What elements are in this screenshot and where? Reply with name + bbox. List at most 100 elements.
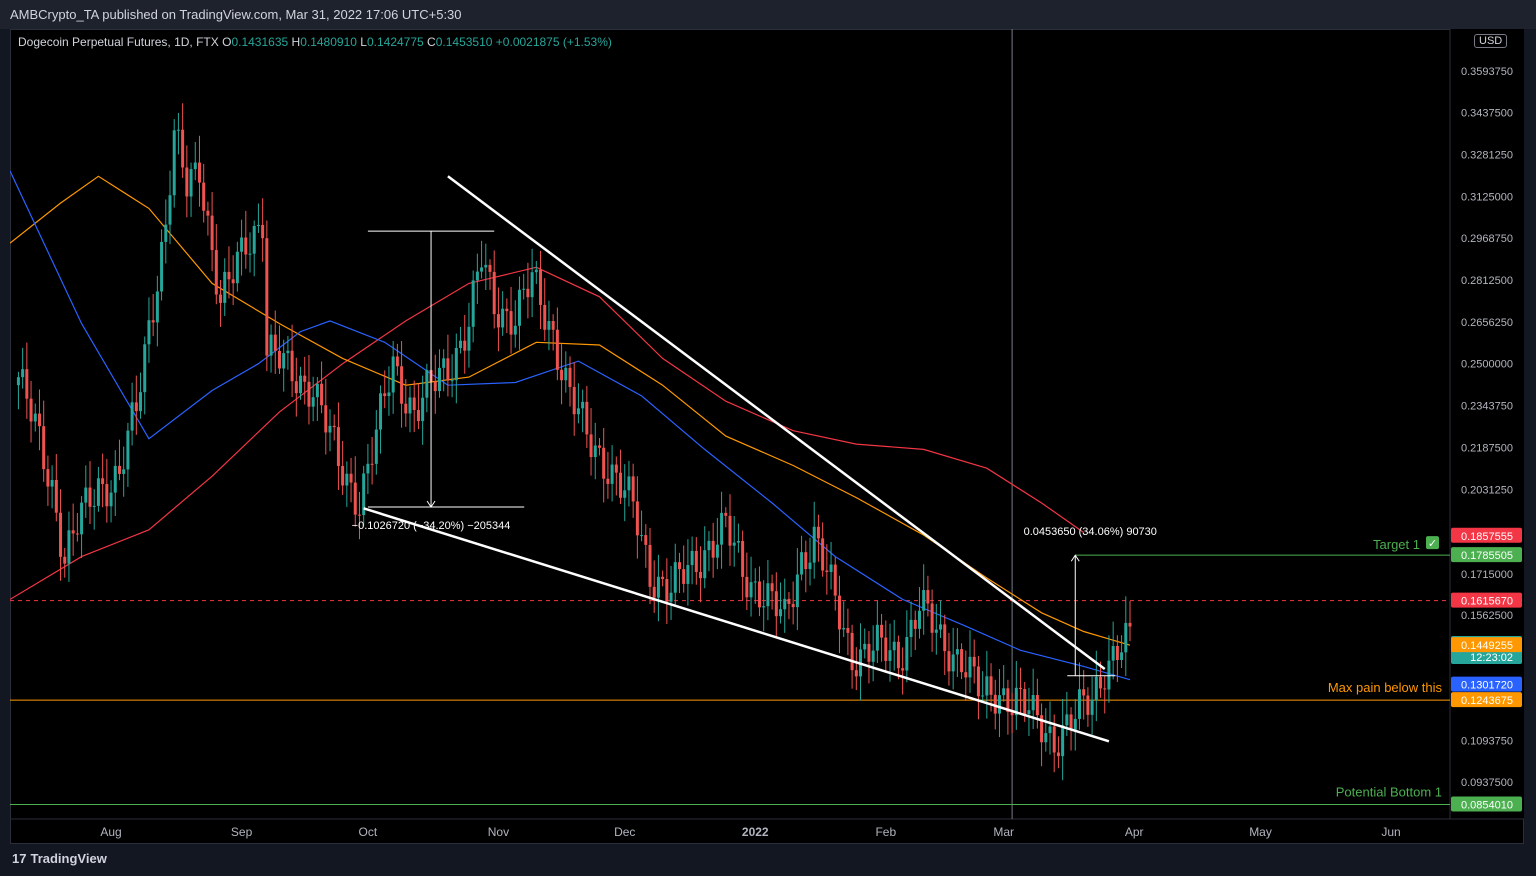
candle-body: [989, 676, 993, 695]
candle-body: [669, 592, 673, 602]
candle-body: [597, 445, 601, 448]
candle-body: [589, 434, 593, 458]
time-tick-label: Feb: [875, 825, 896, 839]
candle-body: [1082, 689, 1086, 696]
price-label-value: 0.1243675: [1461, 695, 1513, 707]
candle-body: [1094, 676, 1098, 700]
candle-body: [235, 251, 239, 284]
candle-body: [631, 476, 635, 502]
candle-body: [1019, 687, 1023, 690]
candle-body: [1006, 688, 1010, 713]
candle-body: [1056, 752, 1060, 757]
candle-body: [395, 356, 399, 367]
candle-body: [585, 401, 589, 435]
candle-body: [917, 610, 921, 629]
symbol-name[interactable]: Dogecoin Perpetual Futures, 1D, FTX: [18, 35, 219, 49]
candle-body: [547, 321, 551, 330]
measure-rise-arrowhead: [1070, 554, 1080, 562]
price-tick-label: 0.2812500: [1461, 275, 1513, 287]
low-label: L: [360, 35, 367, 49]
candle-body: [551, 321, 555, 330]
ma-blue-line: [10, 170, 1131, 681]
candle-body: [139, 392, 143, 412]
candle-body: [943, 624, 947, 652]
candle-body: [442, 358, 446, 368]
candle-body: [808, 562, 812, 570]
price-tick-label: 0.1093750: [1461, 735, 1513, 747]
candle-body: [909, 619, 913, 638]
candle-body: [661, 576, 665, 580]
candle-body: [526, 288, 530, 298]
candle-body: [147, 320, 151, 345]
candle-body: [513, 325, 517, 335]
ma-red-line: [10, 266, 1085, 600]
candle-body: [800, 552, 804, 575]
price-tick-label: 0.3281250: [1461, 150, 1513, 162]
candle-body: [383, 393, 387, 397]
candle-body: [875, 624, 879, 651]
candle-body: [888, 650, 892, 661]
candle-body: [320, 383, 324, 406]
candle-body: [160, 241, 164, 292]
price-tick-label: 0.1562500: [1461, 610, 1513, 622]
candle-body: [972, 656, 976, 667]
candle-body: [934, 629, 938, 633]
candle-body: [741, 541, 745, 577]
candle-body: [349, 473, 353, 483]
candle-body: [176, 129, 180, 131]
candle-body: [1124, 622, 1128, 653]
lower-trendline: [363, 507, 1110, 743]
candle-body: [214, 250, 218, 295]
candle-body: [501, 308, 505, 328]
candle-body: [901, 668, 905, 671]
candle-body: [682, 569, 686, 584]
candle-body: [492, 271, 496, 315]
candle-body: [732, 542, 736, 546]
candle-body: [168, 195, 172, 225]
candle-body: [357, 514, 361, 516]
candle-body: [25, 369, 29, 399]
candle-body: [265, 238, 269, 356]
candle-body: [766, 583, 770, 607]
candle-body: [1120, 652, 1124, 660]
candle-body: [80, 502, 84, 535]
candle-body: [181, 129, 185, 168]
candle-body: [930, 603, 934, 633]
candle-body: [960, 649, 964, 673]
time-tick-label: 2022: [742, 825, 769, 839]
candle-body: [951, 654, 955, 672]
candle-body: [484, 264, 488, 268]
candle-body: [947, 651, 951, 672]
candle-body: [640, 535, 644, 537]
candle-body: [433, 381, 437, 392]
candle-body: [252, 225, 256, 254]
time-tick-label: Mar: [993, 825, 1014, 839]
candle-body: [84, 487, 88, 503]
candle-body: [1107, 660, 1111, 690]
brand-name: TradingView: [30, 851, 107, 866]
candle-body: [711, 540, 715, 558]
price-chart[interactable]: Target 1 ✓ Max pain below this Potential Bo…: [10, 29, 1524, 844]
target-label: Target 1: [1373, 537, 1420, 552]
candle-body: [791, 603, 795, 608]
candle-body: [593, 445, 597, 458]
time-tick-label: Sep: [231, 825, 253, 839]
candle-body: [143, 344, 147, 393]
price-label-box: [1451, 796, 1522, 812]
candle-body: [219, 294, 223, 303]
tradingview-brand[interactable]: 17 TradingView: [12, 851, 107, 866]
candle-body: [341, 465, 345, 486]
candle-body: [54, 479, 58, 513]
candle-body: [833, 564, 837, 596]
candles-group: [16, 103, 1132, 781]
candle-body: [1103, 688, 1107, 690]
candle-body: [1086, 695, 1090, 715]
candle-body: [884, 637, 888, 661]
candle-body: [63, 556, 67, 564]
candle-body: [686, 565, 690, 584]
price-label-value: 0.0854010: [1461, 800, 1513, 812]
candle-body: [644, 535, 648, 545]
currency-button[interactable]: USD: [1474, 34, 1508, 48]
candle-body: [197, 162, 201, 183]
candle-body: [568, 367, 572, 388]
